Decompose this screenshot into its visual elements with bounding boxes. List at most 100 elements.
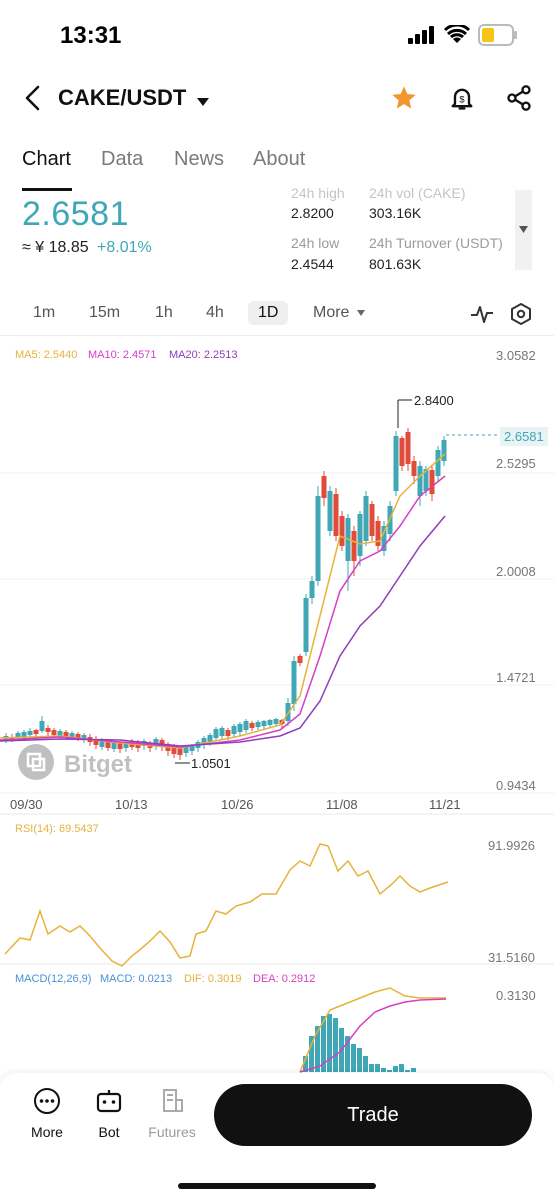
trade-button[interactable]: Trade — [214, 1084, 532, 1146]
tab-chart[interactable]: Chart — [22, 148, 71, 170]
watermark-text: Bitget — [64, 750, 132, 778]
candle-body — [381, 526, 387, 551]
tab-about[interactable]: About — [253, 148, 306, 170]
status-bar: 13:31 — [0, 0, 554, 70]
back-button[interactable] — [22, 84, 46, 112]
date-label: 11/08 — [326, 797, 358, 812]
dea-line — [299, 998, 447, 1073]
candle-body — [105, 741, 111, 748]
candle-body — [21, 732, 27, 738]
candle-body — [291, 661, 297, 704]
svg-text:$: $ — [459, 95, 465, 105]
watermark-logo-icon — [18, 744, 54, 785]
candle-body — [123, 742, 129, 748]
macd-bar — [303, 1056, 308, 1072]
caret-down-icon — [519, 226, 528, 233]
interval-4h[interactable]: 4h — [206, 304, 224, 321]
candle-body — [219, 728, 225, 736]
legend-dif: DIF: 0.3019 — [184, 973, 242, 985]
candle-body — [111, 742, 117, 749]
chart-area[interactable]: MA5: 2.5440 MA10: 2.4571 MA20: 2.2513 3.… — [0, 336, 554, 1076]
settings-icon[interactable] — [509, 302, 533, 331]
caret-down-icon[interactable] — [196, 94, 210, 112]
candle-body — [333, 494, 339, 536]
candle-body — [273, 719, 279, 724]
bottom-action-bar: More Bot Futures Trade — [0, 1073, 554, 1200]
candle-body — [417, 466, 423, 496]
interval-bar: 1m 15m 1h 4h 1D More — [0, 296, 554, 336]
interval-1h[interactable]: 1h — [155, 304, 173, 321]
last-price: 2.6581 — [22, 195, 129, 233]
nav-more[interactable]: More — [17, 1087, 77, 1140]
interval-1d[interactable]: 1D — [248, 301, 289, 325]
macd-bar — [351, 1044, 356, 1072]
low-value: 2.4544 — [291, 256, 334, 272]
date-label: 11/21 — [429, 797, 461, 812]
candle-body — [285, 703, 291, 721]
pair-title[interactable]: CAKE/USDT — [58, 85, 187, 110]
candle-body — [363, 496, 369, 541]
candle-body — [429, 470, 435, 494]
macd-bar — [369, 1064, 374, 1072]
interval-15m[interactable]: 15m — [89, 304, 121, 321]
candle-body — [303, 598, 309, 652]
candle-body — [249, 723, 255, 728]
battery-icon — [478, 24, 518, 51]
candle-body — [309, 581, 315, 598]
header: CAKE/USDT $ — [0, 76, 554, 120]
interval-more[interactable]: More — [313, 304, 365, 322]
more-dots-icon — [34, 1088, 60, 1114]
stats-scroll-handle[interactable] — [515, 190, 532, 270]
low-marker: 1.0501 — [191, 756, 231, 771]
candle-body — [153, 739, 159, 745]
price-summary: 2.6581 ≈ ¥ 18.85 +8.01% 24h high 2.8200 … — [0, 185, 554, 280]
candle-body — [423, 469, 429, 491]
legend-ma5: MA5: 2.5440 — [15, 349, 78, 361]
candle-body — [75, 734, 81, 738]
candle-body — [189, 746, 195, 751]
candle-body — [375, 521, 381, 546]
legend-dea: DEA: 0.2912 — [253, 973, 316, 985]
tab-data[interactable]: Data — [101, 148, 144, 170]
date-label: 10/13 — [115, 797, 148, 812]
macd-bar — [357, 1048, 362, 1072]
candle-body — [33, 730, 39, 734]
macd-bar — [309, 1036, 314, 1072]
candle-body — [45, 728, 51, 732]
star-icon[interactable] — [390, 84, 418, 112]
macd-bar — [405, 1070, 410, 1072]
macd-bar — [381, 1068, 386, 1072]
legend-ma20: MA20: 2.2513 — [169, 349, 238, 361]
last-price-tag: 2.6581 — [500, 427, 548, 446]
candle-body — [117, 743, 123, 749]
price-axis-label: 3.0582 — [496, 348, 536, 363]
macd-bar — [363, 1056, 368, 1072]
nav-futures[interactable]: Futures — [142, 1087, 202, 1140]
candle-body — [93, 739, 99, 745]
candle-body — [177, 748, 183, 755]
candle-body — [69, 733, 75, 737]
candle-body — [321, 476, 327, 498]
candle-body — [27, 731, 33, 735]
candle-body — [171, 746, 177, 754]
rsi-axis-min: 31.5160 — [488, 950, 535, 965]
share-icon[interactable] — [505, 84, 533, 112]
indicator-icon[interactable] — [470, 302, 494, 331]
tab-news[interactable]: News — [174, 148, 225, 170]
ma20-line — [0, 515, 446, 747]
interval-1m[interactable]: 1m — [33, 304, 56, 321]
candle-body — [297, 656, 303, 663]
tab-active-indicator — [22, 188, 72, 191]
vol-label: 24h vol (CAKE) — [369, 185, 466, 201]
candle-body — [327, 491, 333, 531]
candle-body — [231, 726, 237, 734]
nav-bot[interactable]: Bot — [79, 1087, 139, 1140]
nav-more-label: More — [31, 1124, 63, 1140]
candle-body — [405, 432, 411, 464]
macd-bar — [393, 1066, 398, 1072]
bot-icon — [96, 1090, 122, 1113]
turnover-label: 24h Turnover (USDT) — [369, 235, 503, 251]
candle-body — [393, 436, 399, 491]
macd-bar — [327, 1014, 332, 1072]
bell-alert-icon[interactable]: $ — [448, 84, 476, 112]
